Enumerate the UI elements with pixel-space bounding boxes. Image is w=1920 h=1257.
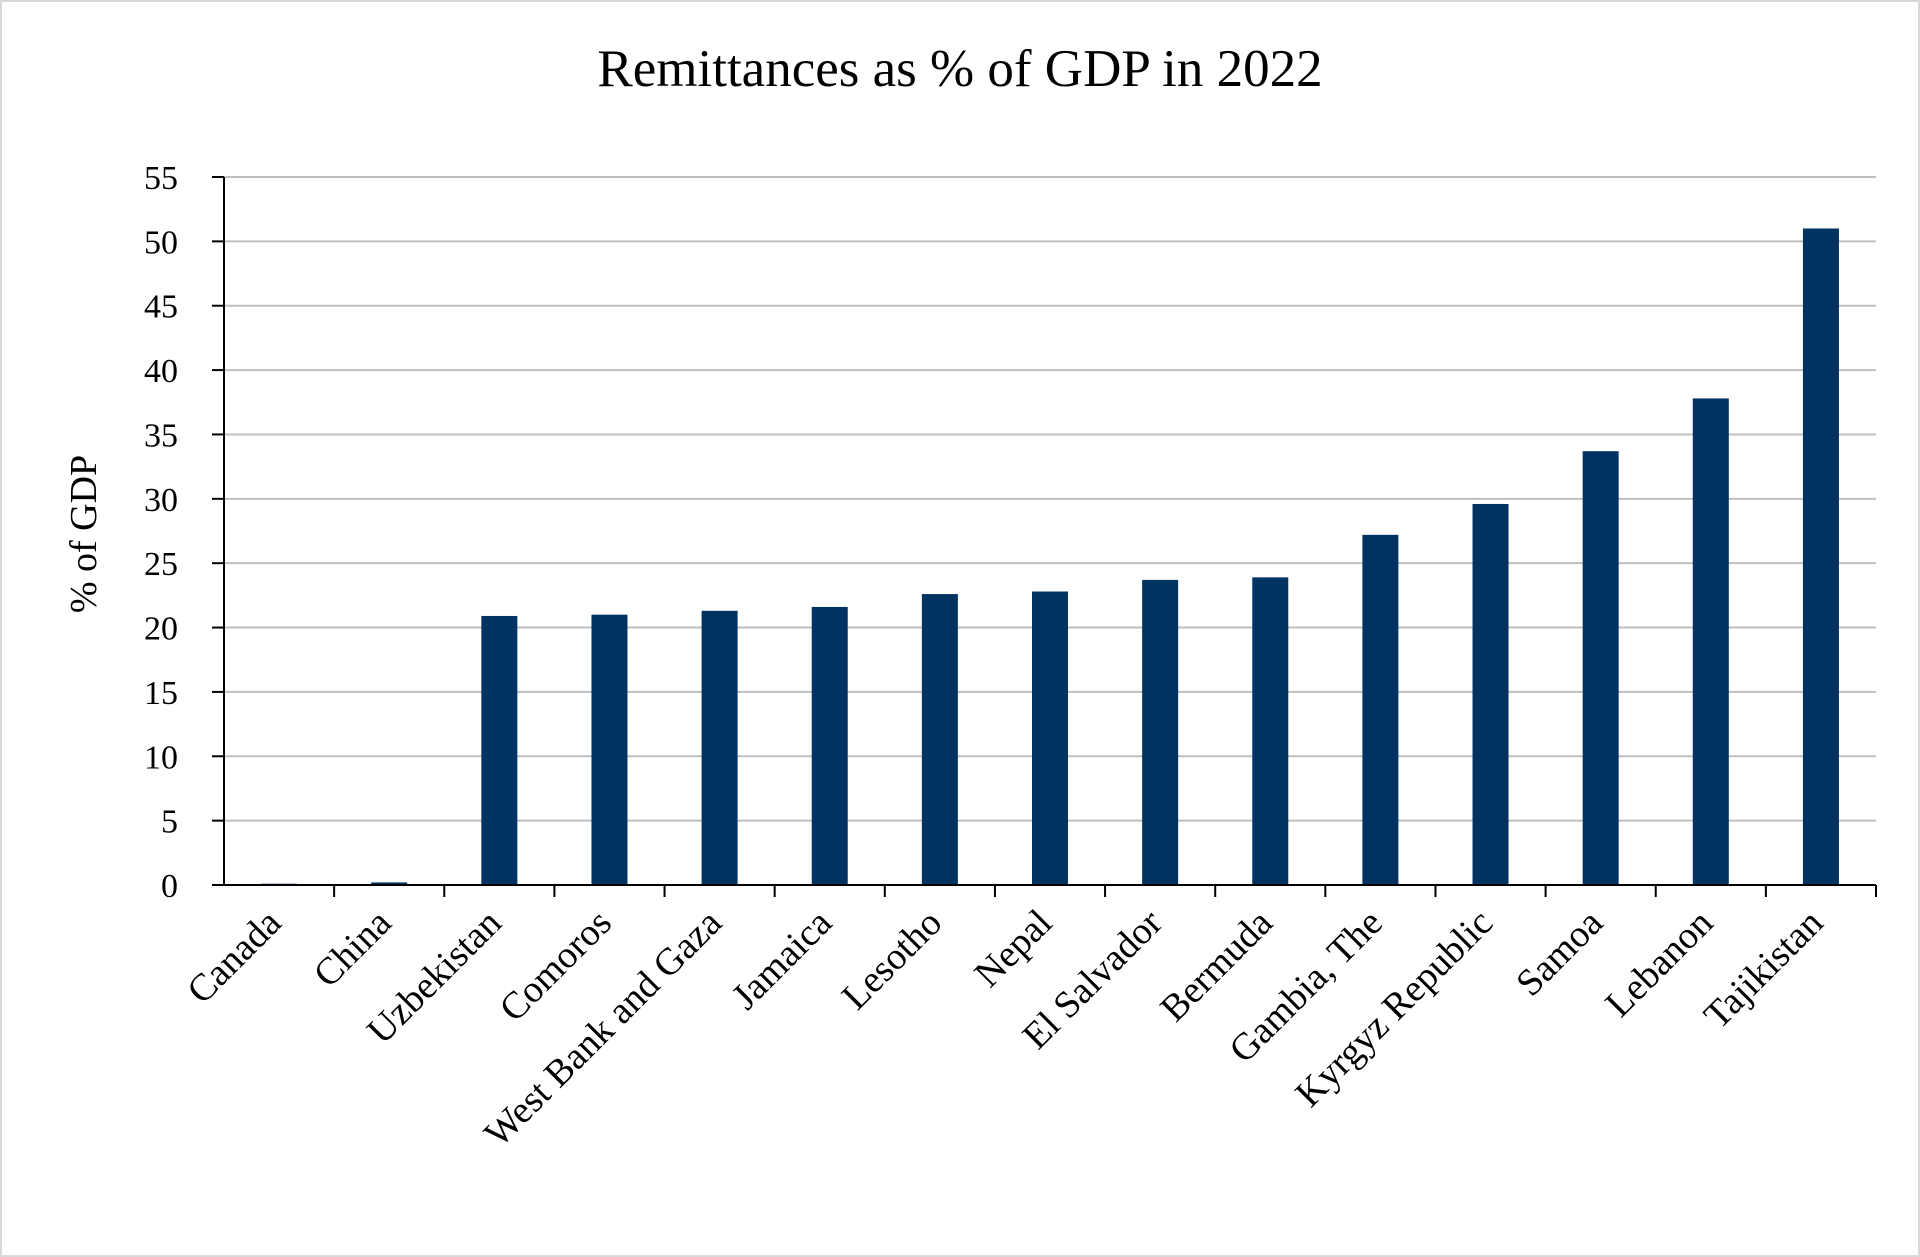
y-tick-label: 25 bbox=[144, 546, 178, 583]
y-tick-label: 10 bbox=[144, 739, 178, 776]
y-tick-label: 15 bbox=[144, 675, 178, 712]
bar bbox=[1362, 534, 1399, 885]
y-tick-label: 45 bbox=[144, 289, 178, 326]
y-axis-ticks: 0 5 10 15 20 25 30 35 40 45 50 55 bbox=[144, 160, 224, 905]
bar bbox=[371, 882, 408, 885]
bar bbox=[921, 594, 958, 885]
bars bbox=[261, 228, 1839, 885]
y-tick-label: 50 bbox=[144, 224, 178, 261]
y-tick-label: 30 bbox=[144, 482, 178, 519]
axes bbox=[212, 177, 1876, 886]
bar bbox=[811, 606, 848, 885]
bar bbox=[481, 615, 518, 885]
x-tick-label: Samoa bbox=[1508, 902, 1611, 1005]
x-axis-ticks bbox=[333, 885, 1877, 897]
bar bbox=[1582, 451, 1619, 885]
x-tick-label: Kyrgyz Republic bbox=[1287, 902, 1501, 1116]
bar bbox=[1032, 591, 1068, 885]
bar bbox=[1802, 228, 1839, 885]
x-tick-label: Nepal bbox=[967, 902, 1061, 996]
bar bbox=[591, 614, 628, 885]
x-tick-label: Jamaica bbox=[724, 902, 840, 1018]
bar bbox=[701, 610, 738, 885]
y-axis-label: % of GDP bbox=[63, 455, 105, 613]
x-tick-label: Lesotho bbox=[834, 902, 950, 1018]
x-tick-label: Canada bbox=[179, 902, 289, 1012]
x-tick-label: China bbox=[306, 902, 400, 996]
chart-title: Remittances as % of GDP in 2022 bbox=[597, 40, 1322, 98]
y-tick-label: 40 bbox=[144, 353, 178, 390]
x-tick-label: Tajikistan bbox=[1696, 902, 1831, 1037]
bar bbox=[1472, 503, 1509, 885]
bar bbox=[1692, 398, 1729, 885]
bar bbox=[1142, 579, 1179, 885]
y-tick-label: 35 bbox=[144, 417, 178, 454]
y-tick-label: 5 bbox=[161, 804, 178, 841]
bar bbox=[1252, 577, 1289, 885]
y-tick-label: 0 bbox=[161, 868, 178, 905]
y-tick-label: 55 bbox=[144, 160, 178, 197]
y-tick-label: 20 bbox=[144, 611, 178, 648]
